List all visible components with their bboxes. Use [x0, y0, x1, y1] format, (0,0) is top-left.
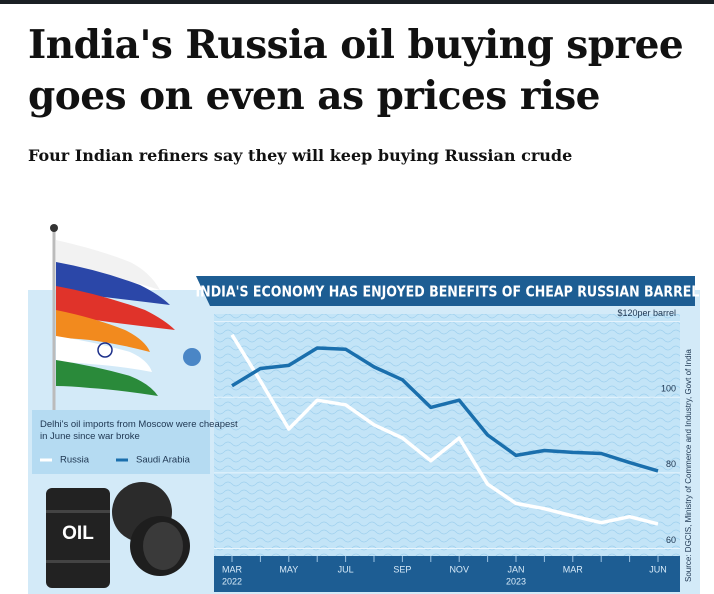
- chart-title: INDIA'S ECONOMY HAS ENJOYED BENEFITS OF …: [195, 283, 708, 300]
- banner: [196, 276, 695, 306]
- headline: India's Russia oil buying spree goes on …: [28, 22, 684, 119]
- series-line: [230, 333, 659, 526]
- x-tick-label: JUL: [338, 564, 354, 574]
- top-bar: [0, 0, 714, 4]
- x-tick-label: MAR: [563, 564, 584, 574]
- x-axis-bar: [214, 556, 680, 592]
- y-tick-label: 80: [666, 459, 676, 469]
- flag-white-2: [56, 336, 152, 372]
- y-tick-label: $120per barrel: [617, 308, 676, 318]
- y-tick-label: 60: [666, 535, 676, 545]
- subheadline: Four Indian refiners say they will keep …: [28, 146, 573, 165]
- logo: [183, 348, 201, 366]
- oil-barrels: OIL: [46, 482, 190, 588]
- x-tick-label: MAR: [222, 564, 243, 574]
- flag-saffron: [56, 310, 150, 352]
- legend-label: Saudi Arabia: [136, 455, 191, 466]
- legend-label: Russia: [60, 455, 90, 466]
- barrel-rim: [46, 510, 110, 513]
- flagpole-top: [50, 224, 58, 232]
- x-tick-label: NOV: [449, 564, 469, 574]
- series-line: [231, 346, 659, 473]
- flag-red: [56, 286, 175, 330]
- barrel-label: OIL: [62, 523, 94, 544]
- flag-green: [56, 360, 158, 396]
- barrel-rim: [46, 560, 110, 563]
- source: Source: DGCIS, Ministry of Commerce and …: [684, 349, 693, 582]
- annotation-box: [32, 410, 210, 474]
- x-tick-label: SEP: [393, 564, 411, 574]
- x-tick-label: JAN: [507, 564, 524, 574]
- x-year-label: 2023: [506, 576, 526, 586]
- chakra: [97, 342, 113, 358]
- barrel-lid: [143, 522, 183, 570]
- x-tick-label: MAY: [279, 564, 298, 574]
- annotation: Delhi's oil imports from Moscow were che…: [40, 419, 238, 442]
- y-tick-label: 100: [661, 384, 676, 394]
- flag-white: [56, 240, 160, 290]
- x-year-label: 2022: [222, 576, 242, 586]
- x-tick-label: JUN: [649, 564, 667, 574]
- plot-texture: [214, 314, 680, 556]
